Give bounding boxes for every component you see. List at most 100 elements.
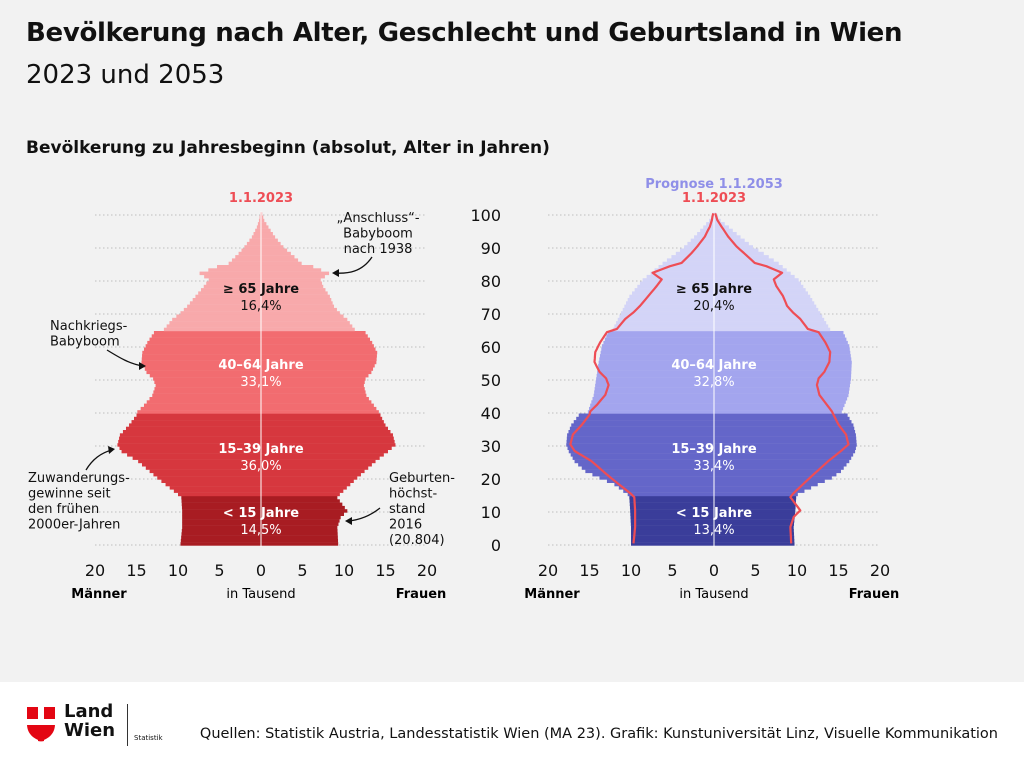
annotation-geburten-text: 2016 xyxy=(389,518,422,533)
chart2053-bar-female xyxy=(714,472,837,477)
y-tick-label: 70 xyxy=(481,305,501,324)
chart2023-bar-male xyxy=(134,416,261,421)
chart2023-bar-female xyxy=(261,238,278,243)
chart2023-bar-female xyxy=(261,525,338,530)
chart2053-bar-male xyxy=(587,410,714,414)
chart2053-bar-female xyxy=(714,344,850,348)
chart2023-group-label: 15–39 Jahre xyxy=(218,442,303,457)
chart2023-bar-female xyxy=(261,472,361,477)
y-tick-label: 0 xyxy=(491,536,501,555)
chart2053-bar-female xyxy=(714,535,795,540)
chart2023-bar-male xyxy=(217,265,261,269)
chart2023-bar-female xyxy=(261,268,322,272)
chart2023-bar-female xyxy=(261,505,345,510)
y-tick-label: 60 xyxy=(481,338,501,357)
chart2023-bar-female xyxy=(261,383,364,388)
logo-divider xyxy=(127,704,128,746)
chart2053-bar-male xyxy=(597,370,714,375)
chart2023-bar-male xyxy=(119,436,261,441)
chart2023-bar-female xyxy=(261,433,393,437)
chart2023-bar-female xyxy=(261,430,391,434)
annotation-zuwanderung-text: den frühen xyxy=(28,502,99,517)
chart2053-bar-female xyxy=(714,321,827,325)
chart2023-bar-female xyxy=(261,492,340,497)
chart2053-bar-female xyxy=(714,502,796,507)
chart2023-bar-female xyxy=(261,331,366,335)
chart2053-bar-male xyxy=(581,466,714,470)
logo-line1: Land xyxy=(64,701,114,722)
chart2023-bar-male xyxy=(141,360,261,365)
chart2023-bar-male xyxy=(145,344,261,348)
chart2023-bar-male xyxy=(161,479,261,483)
chart2023-bar-male xyxy=(143,347,261,351)
chart2023-bar-female xyxy=(261,354,377,358)
chart2023-bar-female xyxy=(261,519,340,523)
chart2053-bar-male xyxy=(598,360,714,365)
chart2023-bar-male xyxy=(182,512,261,516)
chart2023-bar-male xyxy=(253,232,261,236)
chart2023-group-label: 40–64 Jahre xyxy=(218,358,303,373)
chart2023-bar-male xyxy=(206,281,261,285)
chart2053-bar-male xyxy=(634,288,714,292)
chart2053-bar-female xyxy=(714,370,852,375)
chart2053-x-tick-label: 5 xyxy=(750,561,760,580)
chart2053-bar-male xyxy=(637,284,714,289)
chart2023-bar-female xyxy=(261,456,380,460)
chart2023-bar-male xyxy=(182,522,261,526)
chart2053-bar-female xyxy=(714,357,852,361)
chart2023-bar-male xyxy=(153,472,261,477)
chart2053-xlabel-center: in Tausend xyxy=(679,587,748,602)
chart2023-bar-male xyxy=(199,271,261,276)
chart2023-bar-female xyxy=(261,542,339,546)
chart2023-bar-female xyxy=(261,251,291,256)
chart2023-x-tick-label: 15 xyxy=(375,561,395,580)
chart2023-bar-female xyxy=(261,515,341,520)
chart2053-bar-male xyxy=(567,433,714,437)
chart2053-group-label: ≥ 65 Jahre xyxy=(676,282,752,297)
annotation-nachkrieg-text: Babyboom xyxy=(50,335,120,350)
chart2053-bar-female xyxy=(714,311,821,315)
chart2053-bar-female xyxy=(714,340,848,345)
chart2023-bar-female xyxy=(261,298,332,302)
chart2023-bar-male xyxy=(189,301,261,305)
chart2023-bar-female xyxy=(261,215,264,219)
chart2053-bar-female xyxy=(714,416,850,421)
chart2023-bar-male xyxy=(141,463,261,467)
chart2023-bar-female xyxy=(261,406,377,411)
annotation-geburten-text: (20.804) xyxy=(389,533,445,548)
chart2053-bar-male xyxy=(606,334,714,338)
chart2023-bar-female xyxy=(261,469,365,474)
chart2023-bar-female xyxy=(261,423,386,427)
chart2023-bar-female xyxy=(261,347,376,351)
logo-line2: Wien xyxy=(64,720,116,741)
chart2053-bar-male xyxy=(675,251,714,256)
chart2053-bar-male xyxy=(666,258,714,262)
chart2023-bar-male xyxy=(129,423,261,427)
chart2053-bar-male xyxy=(594,390,714,394)
chart2053-bar-female xyxy=(714,360,852,365)
chart2023-bar-female xyxy=(261,327,355,332)
chart2023-bar-male xyxy=(136,413,261,417)
chart2053-bar-female xyxy=(714,281,801,285)
chart2023-bar-male xyxy=(183,307,261,312)
chart2053-bar-female xyxy=(714,522,795,526)
chart2023-bar-male xyxy=(195,294,261,299)
chart2053-bar-male xyxy=(629,502,714,507)
chart2023-bar-female xyxy=(261,321,350,325)
annotation-anschluss-text: „Anschluss“- xyxy=(336,211,419,226)
chart2053-bar-female xyxy=(714,509,796,513)
chart2023-x-tick-label: 5 xyxy=(297,561,307,580)
chart2023-bar-female xyxy=(261,367,374,371)
annotation-nachkrieg-arrow xyxy=(106,349,144,367)
chart2023-bar-female xyxy=(261,364,375,368)
y-tick-label: 100 xyxy=(470,206,501,225)
chart2023-bar-male xyxy=(169,321,261,325)
chart2053-bar-female xyxy=(714,274,795,279)
chart2053-group-label: 40–64 Jahre xyxy=(671,358,756,373)
chart2023-bar-male xyxy=(180,542,261,546)
chart2053-bar-female xyxy=(714,413,848,417)
chart2023-bar-female xyxy=(261,380,365,384)
chart2053-bar-male xyxy=(621,311,714,315)
chart2023-group-share: 16,4% xyxy=(240,299,281,314)
chart2053-bar-male xyxy=(599,357,714,361)
